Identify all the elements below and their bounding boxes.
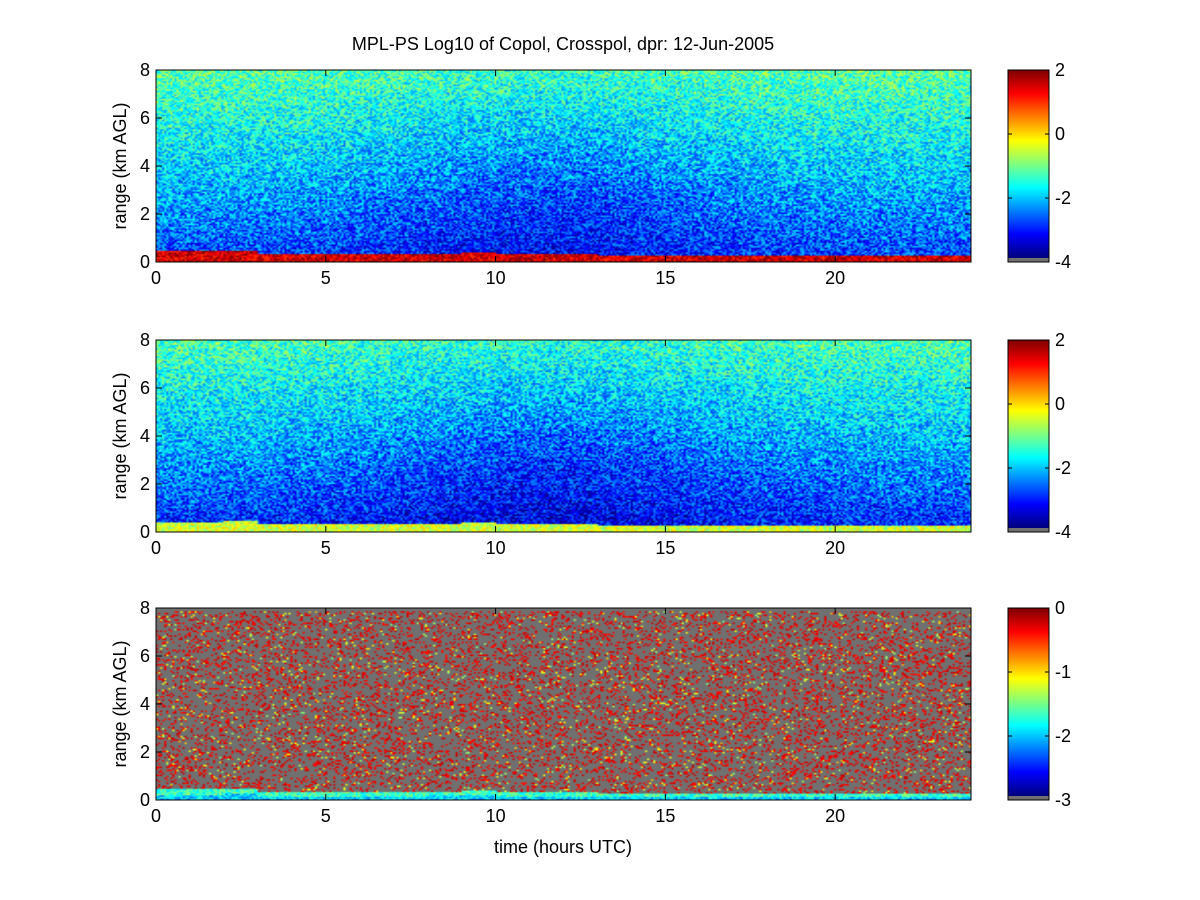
x-tick-label-middle: 10 — [486, 538, 506, 558]
colorbar-nan-swatch-bottom — [1008, 796, 1049, 800]
y-tick-label-bottom: 8 — [140, 598, 150, 618]
y-axis-label-middle: range (km AGL) — [110, 372, 130, 499]
y-tick-label-bottom: 0 — [140, 790, 150, 810]
colorbar-tick-label-bottom: 0 — [1055, 598, 1065, 618]
y-tick-label-bottom: 6 — [140, 646, 150, 666]
x-tick-label-top: 0 — [151, 268, 161, 288]
colorbar-bottom — [1008, 608, 1049, 796]
colorbar-tick-label-bottom: -1 — [1055, 662, 1071, 682]
figure-title: MPL-PS Log10 of Copol, Crosspol, dpr: 12… — [352, 34, 774, 54]
y-tick-label-top: 0 — [140, 252, 150, 272]
x-tick-label-middle: 20 — [825, 538, 845, 558]
colorbar-tick-label-top: 0 — [1055, 124, 1065, 144]
x-tick-label-bottom: 5 — [321, 806, 331, 826]
x-tick-label-top: 20 — [825, 268, 845, 288]
panel-top: 0 5 10 15 20 0 2 4 6 8 range (km AGL) -4 -2 0 2 — [110, 60, 1071, 288]
y-axis-label-bottom: range (km AGL) — [110, 640, 130, 767]
colorbar-box-middle — [1007, 339, 1050, 533]
colorbar-nan-swatch-middle — [1008, 528, 1049, 532]
y-tick-label-top: 4 — [140, 156, 150, 176]
colorbar-tick-label-middle: -2 — [1055, 458, 1071, 478]
y-tick-label-top: 8 — [140, 60, 150, 80]
colorbar-top — [1008, 70, 1049, 258]
colorbar-box-bottom — [1007, 607, 1050, 801]
y-tick-label-middle: 8 — [140, 330, 150, 350]
colorbar-nan-swatch-top — [1008, 258, 1049, 262]
x-tick-label-middle: 0 — [151, 538, 161, 558]
y-tick-label-middle: 2 — [140, 474, 150, 494]
y-tick-label-bottom: 4 — [140, 694, 150, 714]
x-tick-label-top: 15 — [655, 268, 675, 288]
colorbar-tick-label-top: 2 — [1055, 60, 1065, 80]
colorbar-tick-label-middle: 2 — [1055, 330, 1065, 350]
x-tick-label-bottom: 0 — [151, 806, 161, 826]
panel-bottom: 0 5 10 15 20 0 2 4 6 8 range (km AGL) -3 -2 -1 0 — [110, 598, 1071, 826]
colorbar-tick-label-bottom: -2 — [1055, 726, 1071, 746]
y-tick-label-top: 6 — [140, 108, 150, 128]
colorbar-box-top — [1007, 69, 1050, 263]
x-tick-label-top: 10 — [486, 268, 506, 288]
x-tick-label-bottom: 10 — [486, 806, 506, 826]
y-tick-label-middle: 4 — [140, 426, 150, 446]
x-tick-label-bottom: 15 — [655, 806, 675, 826]
x-tick-label-middle: 5 — [321, 538, 331, 558]
panel-middle: 0 5 10 15 20 0 2 4 6 8 range (km AGL) -4 -2 0 2 — [110, 330, 1071, 558]
heatmap-image-top — [156, 70, 971, 262]
y-axis-label-top: range (km AGL) — [110, 102, 130, 229]
x-tick-label-top: 5 — [321, 268, 331, 288]
heatmap-image-bottom — [156, 608, 971, 800]
x-tick-label-bottom: 20 — [825, 806, 845, 826]
heatmap-image-middle — [156, 340, 971, 532]
colorbar-tick-label-bottom: -3 — [1055, 790, 1071, 810]
colorbar-tick-label-middle: -4 — [1055, 522, 1071, 542]
colorbar-tick-label-top: -2 — [1055, 188, 1071, 208]
colorbar-middle — [1008, 340, 1049, 528]
colorbar-tick-label-middle: 0 — [1055, 394, 1065, 414]
y-tick-label-middle: 6 — [140, 378, 150, 398]
y-tick-label-middle: 0 — [140, 522, 150, 542]
x-axis-label: time (hours UTC) — [494, 837, 632, 857]
y-tick-label-bottom: 2 — [140, 742, 150, 762]
y-tick-label-top: 2 — [140, 204, 150, 224]
x-tick-label-middle: 15 — [655, 538, 675, 558]
colorbar-tick-label-top: -4 — [1055, 252, 1071, 272]
